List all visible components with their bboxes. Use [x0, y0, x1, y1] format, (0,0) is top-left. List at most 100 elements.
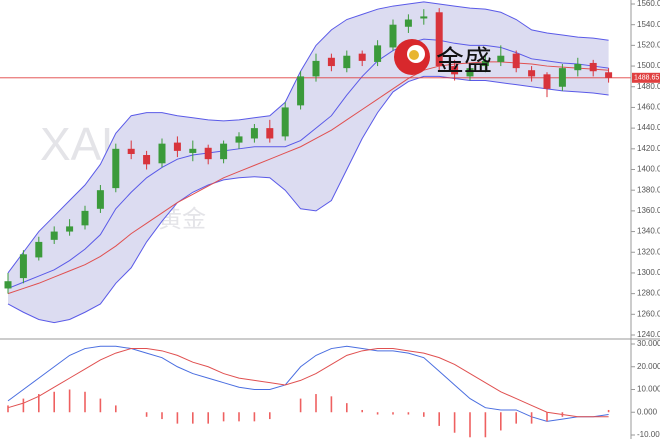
y-tick-label: 1540.0 — [637, 20, 660, 29]
y-tick-label: 1520.0 — [637, 40, 660, 49]
histogram-bar — [361, 409, 363, 413]
overlay-line — [7, 61, 609, 295]
histogram-bar — [392, 412, 394, 415]
histogram-bar — [176, 412, 179, 424]
candle-body — [96, 190, 104, 209]
candle-body — [481, 60, 489, 67]
overlay-line — [7, 38, 609, 289]
histogram-bar — [38, 394, 40, 413]
histogram-bar — [469, 412, 471, 438]
histogram-bar — [346, 403, 348, 413]
histogram-bar — [546, 412, 548, 422]
candle-body — [589, 62, 597, 72]
y-tick-label: 30.000 — [637, 339, 660, 348]
candle-body — [466, 68, 474, 77]
histogram-bar — [269, 412, 271, 420]
band-fill — [8, 1, 609, 323]
histogram-bar — [453, 412, 456, 433]
candle-body — [543, 74, 551, 89]
histogram-bar — [192, 412, 194, 424]
logo-circle — [409, 50, 419, 60]
histogram-bar — [607, 409, 610, 413]
candle-body — [497, 55, 505, 62]
logo: 金盛 — [394, 39, 492, 77]
candle-body — [451, 66, 459, 75]
candle-body — [281, 107, 289, 137]
y-tick-label: 1360.0 — [637, 206, 660, 215]
histogram-bar — [299, 398, 302, 413]
y-tick-label: 1240.0 — [637, 330, 660, 339]
overlay-line — [7, 75, 609, 324]
candle-body — [81, 210, 89, 226]
y-tick-label: 1340.0 — [637, 227, 660, 236]
candle-body — [173, 142, 181, 151]
candle-body — [343, 55, 351, 69]
candle-body — [189, 148, 197, 153]
y-tick-label: 1320.0 — [637, 247, 660, 256]
histogram-bar — [561, 412, 564, 417]
candle-body — [297, 76, 305, 106]
histogram-bar — [253, 412, 256, 422]
candle-body — [389, 24, 397, 48]
candle-body — [127, 148, 135, 154]
candle-body — [66, 226, 74, 232]
candle-body — [112, 148, 120, 189]
histogram-bar — [484, 412, 487, 438]
histogram-bar — [376, 412, 379, 415]
histogram-bar — [530, 412, 533, 424]
candle-body — [250, 128, 258, 139]
y-tick-label: -10.000 — [637, 430, 660, 439]
candle-body — [235, 136, 243, 143]
histogram-bar — [423, 412, 425, 417]
y-tick-label: 10.000 — [637, 385, 660, 394]
candle-body — [266, 128, 274, 139]
candle-body — [574, 63, 582, 71]
histogram-bar — [222, 412, 225, 422]
last-price-label: 1488.65 — [634, 75, 659, 82]
candle-body — [528, 70, 536, 77]
candle-body — [312, 60, 320, 77]
histogram-bar — [207, 412, 209, 424]
logo-text: 金盛 — [436, 44, 492, 77]
histogram-bar — [99, 398, 102, 413]
candle-body — [420, 16, 428, 19]
histogram-bar — [68, 389, 71, 413]
candle-body — [19, 254, 27, 279]
histogram-bar — [500, 412, 502, 431]
indicator-line — [7, 345, 609, 422]
candle-body — [4, 281, 12, 289]
candle-body — [435, 12, 443, 67]
y-tick-label: 1560.0 — [637, 0, 660, 8]
overlay-line — [7, 1, 609, 274]
candle-body — [374, 45, 382, 62]
histogram-bar — [438, 412, 440, 426]
y-tick-label: 0.000 — [637, 407, 658, 416]
last-price-tag — [632, 72, 660, 83]
histogram-bar — [238, 412, 240, 422]
histogram-bar — [22, 398, 25, 413]
histogram-bar — [515, 412, 517, 424]
histogram-bar — [407, 412, 410, 415]
y-tick-label: 1260.0 — [637, 309, 660, 318]
candle-body — [35, 241, 43, 258]
y-tick-label: 1300.0 — [637, 268, 660, 277]
candle-body — [512, 53, 520, 69]
histogram-bar — [330, 396, 333, 413]
histogram-bar — [115, 405, 117, 413]
y-tick-label: 1460.0 — [637, 103, 660, 112]
candle-body — [404, 19, 412, 27]
histogram-bar — [84, 391, 86, 413]
histogram-bar — [7, 405, 9, 413]
candle-body — [605, 72, 613, 78]
indicator-line — [7, 348, 609, 418]
y-tick-label: 1400.0 — [637, 165, 660, 174]
y-tick-label: 1500.0 — [637, 61, 660, 70]
histogram-bar — [145, 412, 148, 417]
candle-body — [158, 143, 166, 164]
y-tick-label: 1380.0 — [637, 185, 660, 194]
macd-panel: 30.000 20.000 10.000 0.000 -10.000 — [7, 339, 660, 439]
candle-body — [50, 231, 58, 240]
candle-body — [220, 143, 228, 160]
candle-body — [558, 68, 566, 87]
